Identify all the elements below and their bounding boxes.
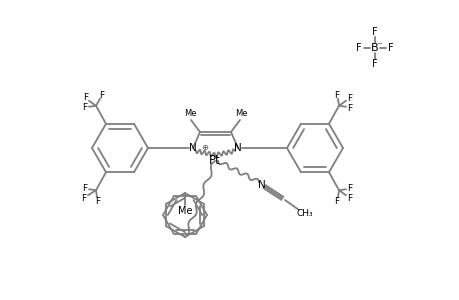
Text: F: F (83, 93, 89, 102)
Text: F: F (334, 197, 339, 206)
Text: N: N (189, 143, 196, 153)
Text: F: F (371, 27, 377, 37)
Text: N: N (257, 180, 265, 190)
Text: N: N (234, 143, 241, 153)
Text: F: F (347, 194, 352, 203)
Text: CH₃: CH₃ (296, 209, 313, 218)
Text: F: F (82, 103, 87, 112)
Text: F: F (347, 94, 352, 103)
Text: F: F (347, 184, 352, 193)
Text: F: F (387, 43, 393, 53)
Text: Me: Me (177, 206, 192, 216)
Text: F: F (82, 184, 87, 193)
Text: Me: Me (234, 109, 247, 118)
Text: B: B (370, 43, 378, 53)
Text: F: F (334, 91, 339, 100)
Text: F: F (95, 197, 101, 206)
Text: F: F (99, 91, 104, 100)
Text: −: − (375, 41, 381, 47)
Text: F: F (355, 43, 361, 53)
Text: Pt: Pt (209, 154, 220, 166)
Text: F: F (371, 59, 377, 69)
Text: F: F (81, 194, 86, 203)
Text: Me: Me (183, 109, 196, 118)
Text: ⊕: ⊕ (201, 142, 208, 152)
Text: F: F (347, 104, 352, 113)
